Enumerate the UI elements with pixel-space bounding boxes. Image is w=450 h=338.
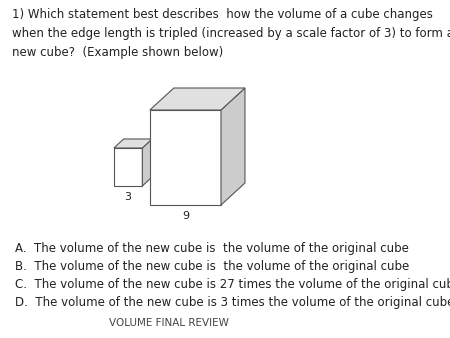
Polygon shape <box>150 88 245 110</box>
Text: D.  The volume of the new cube is 3 times the volume of the original cube: D. The volume of the new cube is 3 times… <box>15 296 450 309</box>
Polygon shape <box>221 88 245 205</box>
Text: 9: 9 <box>182 211 189 221</box>
Text: 3: 3 <box>125 192 131 202</box>
Text: B.  The volume of the new cube is  the volume of the original cube: B. The volume of the new cube is the vol… <box>15 260 409 273</box>
Text: C.  The volume of the new cube is 27 times the volume of the original cube: C. The volume of the new cube is 27 time… <box>15 278 450 291</box>
Polygon shape <box>114 139 152 148</box>
Polygon shape <box>150 110 221 205</box>
Text: A.  The volume of the new cube is  the volume of the original cube: A. The volume of the new cube is the vol… <box>15 242 409 255</box>
Text: 1) Which statement best describes  how the volume of a cube changes
when the edg: 1) Which statement best describes how th… <box>12 8 450 59</box>
Polygon shape <box>142 139 152 186</box>
Polygon shape <box>114 148 142 186</box>
Text: VOLUME FINAL REVIEW: VOLUME FINAL REVIEW <box>108 318 229 328</box>
